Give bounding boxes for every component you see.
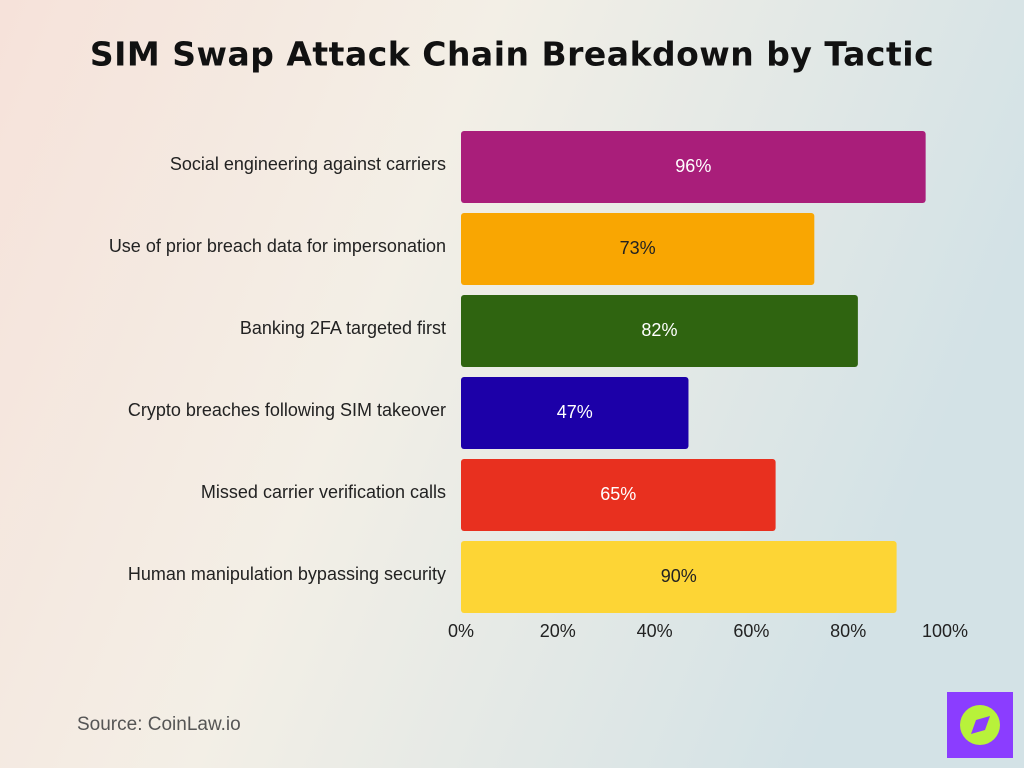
bar-value-label: 65%	[600, 484, 636, 504]
bar-value-label: 90%	[661, 566, 697, 586]
x-tick-label: 20%	[540, 621, 576, 641]
category-label: Missed carrier verification calls	[201, 482, 446, 502]
bar-value-label: 47%	[557, 402, 593, 422]
bar	[461, 459, 776, 531]
x-tick-label: 40%	[637, 621, 673, 641]
x-tick-label: 60%	[733, 621, 769, 641]
chart-title: SIM Swap Attack Chain Breakdown by Tacti…	[90, 35, 934, 74]
logo-compass	[971, 716, 990, 734]
category-label: Use of prior breach data for impersonati…	[109, 236, 446, 256]
bar	[461, 377, 689, 449]
x-tick-label: 100%	[922, 621, 968, 641]
bar-value-label: 73%	[620, 238, 656, 258]
bar-value-label: 82%	[641, 320, 677, 340]
category-label: Human manipulation bypassing security	[128, 564, 446, 584]
category-label: Crypto breaches following SIM takeover	[128, 400, 446, 420]
bar	[461, 541, 897, 613]
bar	[461, 295, 858, 367]
x-tick-label: 80%	[830, 621, 866, 641]
x-tick-label: 0%	[448, 621, 474, 641]
logo	[947, 692, 1013, 758]
category-label: Banking 2FA targeted first	[240, 318, 446, 338]
source-note: Source: CoinLaw.io	[77, 714, 241, 735]
category-label: Social engineering against carriers	[170, 154, 446, 174]
bar	[461, 213, 815, 285]
bar-value-label: 96%	[675, 156, 711, 176]
bar	[461, 131, 926, 203]
